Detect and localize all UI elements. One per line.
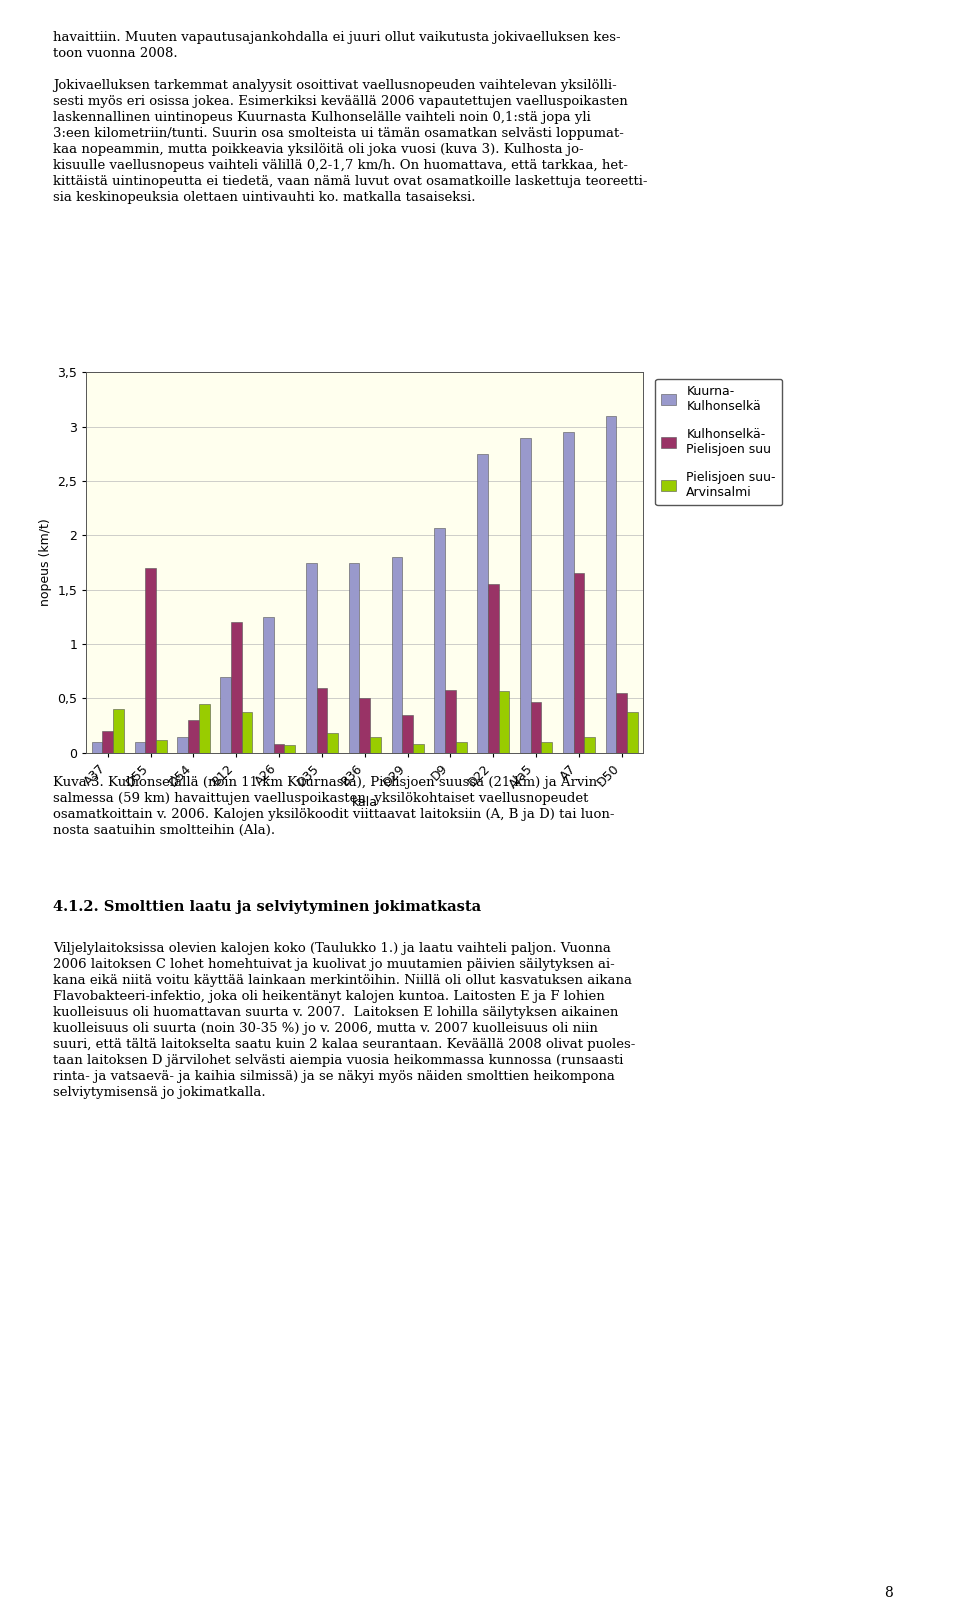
Text: Kuva 3. Kulhonselällä (noin 11 km Kuurnasta), Pielisjoen suussa (21 km) ja Arvin: Kuva 3. Kulhonselällä (noin 11 km Kuurna… [53, 776, 614, 837]
Bar [541, 742, 552, 753]
Bar [477, 453, 488, 753]
Bar [573, 573, 585, 753]
Legend: Kuurna-
Kulhonselkä, Kulhonselkä-
Pielisjoen suu, Pielisjoen suu-
Arvinsalmi: Kuurna- Kulhonselkä, Kulhonselkä- Pielis… [655, 379, 782, 505]
Bar [199, 704, 209, 753]
Text: 4.1.2. Smolttien laatu ja selviytyminen jokimatkasta: 4.1.2. Smolttien laatu ja selviytyminen … [53, 900, 481, 915]
Bar [317, 688, 327, 753]
Bar [359, 698, 371, 753]
Bar [606, 416, 616, 753]
Text: havaittiin. Muuten vapautusajankohdalla ei juuri ollut vaikutusta jokivaelluksen: havaittiin. Muuten vapautusajankohdalla … [53, 31, 647, 204]
Text: 8: 8 [884, 1585, 893, 1600]
Bar [445, 690, 456, 753]
Bar [220, 677, 231, 753]
Bar [498, 691, 510, 753]
Bar [103, 732, 113, 753]
Bar [348, 563, 359, 753]
Bar [520, 437, 531, 753]
Text: Viljelylaitoksissa olevien kalojen koko (Taulukko 1.) ja laatu vaihteli paljon. : Viljelylaitoksissa olevien kalojen koko … [53, 942, 636, 1099]
Bar [188, 720, 199, 753]
Bar [306, 563, 317, 753]
Bar [434, 528, 445, 753]
Bar [145, 568, 156, 753]
Bar [531, 701, 541, 753]
Bar [242, 711, 252, 753]
Bar [402, 714, 413, 753]
Y-axis label: nopeus (km/t): nopeus (km/t) [38, 518, 52, 607]
Bar [327, 733, 338, 753]
Bar [392, 557, 402, 753]
Bar [134, 742, 145, 753]
Bar [284, 745, 296, 753]
Bar [456, 742, 467, 753]
Bar [263, 617, 274, 753]
Bar [371, 737, 381, 753]
Bar [113, 709, 124, 753]
X-axis label: kala: kala [351, 797, 378, 810]
Bar [156, 740, 167, 753]
Bar [413, 745, 423, 753]
Bar [231, 622, 242, 753]
Bar [178, 737, 188, 753]
Bar [274, 745, 284, 753]
Bar [585, 737, 595, 753]
Bar [92, 742, 103, 753]
Bar [563, 432, 574, 753]
Bar [616, 693, 627, 753]
Bar [627, 711, 637, 753]
Bar [488, 584, 498, 753]
